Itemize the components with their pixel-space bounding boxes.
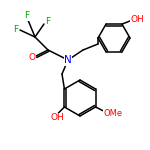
Text: F: F — [45, 18, 51, 27]
Text: N: N — [64, 55, 72, 65]
Text: O: O — [28, 52, 36, 62]
Text: OH: OH — [51, 114, 64, 123]
Text: OH: OH — [130, 15, 144, 24]
Text: F: F — [14, 24, 19, 33]
Text: OMe: OMe — [103, 108, 122, 117]
Text: F: F — [24, 12, 30, 21]
